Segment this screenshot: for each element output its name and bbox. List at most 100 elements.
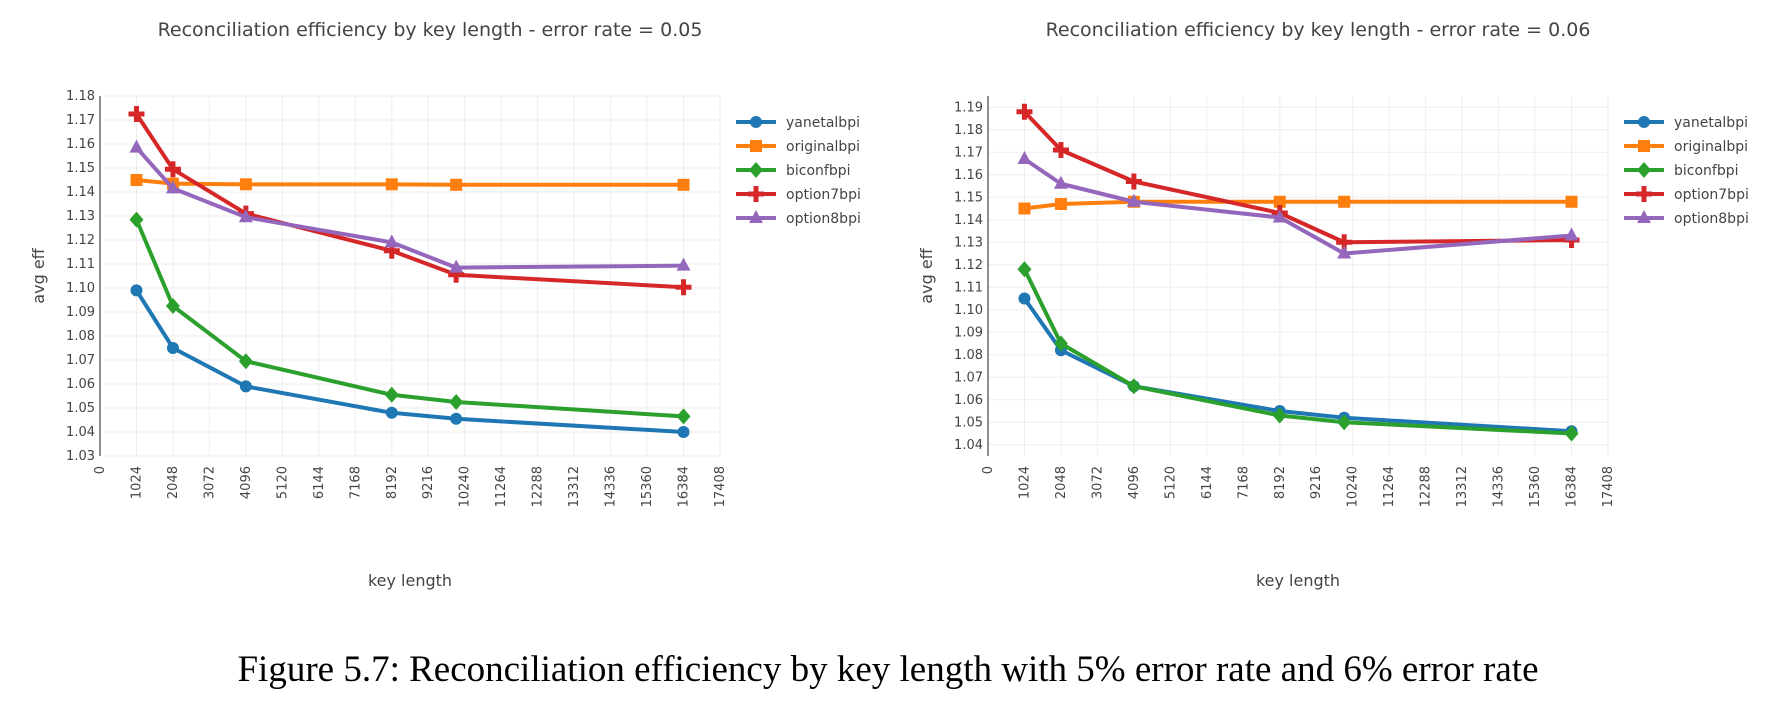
data-point	[1018, 292, 1031, 305]
legend-item-biconfbpi[interactable]: biconfbpi	[736, 162, 851, 179]
y-tick-label: 1.12	[66, 233, 95, 248]
data-point	[449, 394, 464, 410]
data-point	[239, 178, 252, 191]
legend-marker	[1637, 210, 1651, 223]
y-tick-label: 1.15	[66, 161, 95, 176]
series-option8bpi	[1017, 151, 1579, 259]
series-line	[134, 112, 684, 290]
y-axis: 1.04 1.05 1.06 1.07 1.08 1.09 1.10 1.11 1.12 1.13…	[954, 100, 983, 453]
data-point	[1126, 378, 1141, 395]
legend-item-option7bpi[interactable]: option7bpi	[1624, 186, 1749, 203]
y-tick-label: 1.07	[66, 353, 95, 368]
x-tick-label: 0	[981, 466, 996, 474]
series-originalbpi	[130, 174, 690, 191]
data-point	[677, 426, 690, 438]
y-tick-label: 1.14	[66, 185, 95, 200]
y-tick-label: 1.14	[954, 213, 983, 228]
x-tick-label: 1024	[1017, 466, 1032, 499]
legend-item-option7bpi[interactable]: option7bpi	[736, 186, 861, 203]
data-point	[1053, 175, 1068, 189]
data-point	[1052, 142, 1069, 158]
data-point	[239, 380, 252, 393]
x-tick-label: 3072	[202, 466, 217, 499]
data-point	[166, 342, 179, 354]
data-point	[450, 412, 463, 425]
legend-marker	[1636, 186, 1652, 202]
legend[interactable]: yanetalbpi originalbpi biconfbpi option7bpi…	[736, 115, 861, 227]
chart-error-rate-006: Reconciliation efficiency by key length …	[917, 19, 1749, 590]
data-point	[1337, 414, 1352, 431]
legend-item-yanetalbpi[interactable]: yanetalbpi	[1624, 115, 1748, 131]
data-point	[1336, 234, 1353, 251]
legend-item-yanetalbpi[interactable]: yanetalbpi	[736, 115, 860, 131]
legend-item-biconfbpi[interactable]: biconfbpi	[1624, 162, 1739, 179]
legend-item-option8bpi[interactable]: option8bpi	[736, 210, 861, 227]
series-originalbpi	[1018, 195, 1578, 215]
y-tick-label: 1.05	[66, 401, 95, 416]
x-tick-label: 13312	[1455, 466, 1470, 507]
y-tick-label: 1.17	[66, 113, 95, 128]
series-line	[136, 178, 684, 187]
y-tick-label: 1.11	[66, 257, 95, 272]
data-point	[675, 279, 692, 296]
legend-label: biconfbpi	[786, 163, 851, 179]
data-point	[129, 211, 144, 228]
legend[interactable]: yanetalbpi originalbpi biconfbpi option7bpi…	[1624, 115, 1749, 227]
data-point	[676, 408, 691, 425]
y-tick-label: 1.18	[954, 123, 983, 138]
y-tick-label: 1.09	[66, 305, 95, 320]
data-point	[1565, 195, 1578, 208]
x-tick-label: 15360	[1528, 466, 1543, 507]
x-tick-label: 9216	[421, 466, 436, 499]
legend-label: option8bpi	[1674, 211, 1749, 227]
y-tick-label: 1.18	[66, 89, 95, 104]
legend-item-option8bpi[interactable]: option8bpi	[1624, 210, 1749, 227]
legend-marker	[748, 186, 764, 202]
y-tick-label: 1.11	[954, 280, 983, 295]
x-tick-label: 6144	[1200, 466, 1215, 499]
data-point	[1016, 103, 1033, 120]
x-tick-label: 3072	[1090, 466, 1105, 499]
data-point	[130, 284, 143, 297]
x-tick-label: 15360	[640, 466, 655, 507]
data-point	[165, 298, 180, 314]
y-tick-label: 1.16	[66, 137, 95, 152]
legend-label: option8bpi	[786, 211, 861, 227]
data-point	[1272, 407, 1287, 424]
legend-label: option7bpi	[1674, 187, 1749, 203]
legend-label: originalbpi	[786, 139, 860, 155]
data-point	[1125, 173, 1142, 190]
legend-item-originalbpi[interactable]: originalbpi	[1624, 139, 1748, 155]
x-tick-label: 14336	[604, 466, 619, 507]
data-point	[1126, 193, 1141, 207]
grid	[100, 95, 721, 457]
data-point	[448, 266, 465, 283]
x-tick-label: 0	[93, 466, 108, 474]
x-tick-label: 2048	[166, 466, 181, 499]
x-tick-label: 6144	[312, 466, 327, 499]
x-axis-title: key length	[368, 571, 452, 590]
data-point	[384, 234, 399, 248]
x-tick-label: 8192	[385, 466, 400, 499]
x-tick-label: 7168	[348, 466, 363, 499]
legend-label: yanetalbpi	[1674, 115, 1748, 131]
x-tick-label: 11264	[494, 466, 509, 507]
legend-marker	[750, 116, 762, 128]
x-tick-label: 1024	[129, 466, 144, 499]
y-tick-label: 1.13	[954, 235, 983, 250]
y-tick-label: 1.15	[954, 190, 983, 205]
x-tick-label: 17408	[1601, 466, 1616, 507]
chart-title: Reconciliation efficiency by key length …	[1046, 19, 1591, 41]
y-tick-label: 1.13	[66, 209, 95, 224]
series-line	[1023, 157, 1572, 256]
series-line	[1023, 110, 1572, 245]
data-point	[129, 139, 144, 153]
legend-label: yanetalbpi	[786, 115, 860, 131]
legend-item-originalbpi[interactable]: originalbpi	[736, 139, 860, 155]
x-tick-label: 10240	[1346, 466, 1361, 507]
data-point	[385, 178, 398, 191]
series-biconfbpi	[129, 211, 691, 425]
x-tick-label: 5120	[1163, 466, 1178, 499]
y-tick-label: 1.05	[954, 415, 983, 430]
